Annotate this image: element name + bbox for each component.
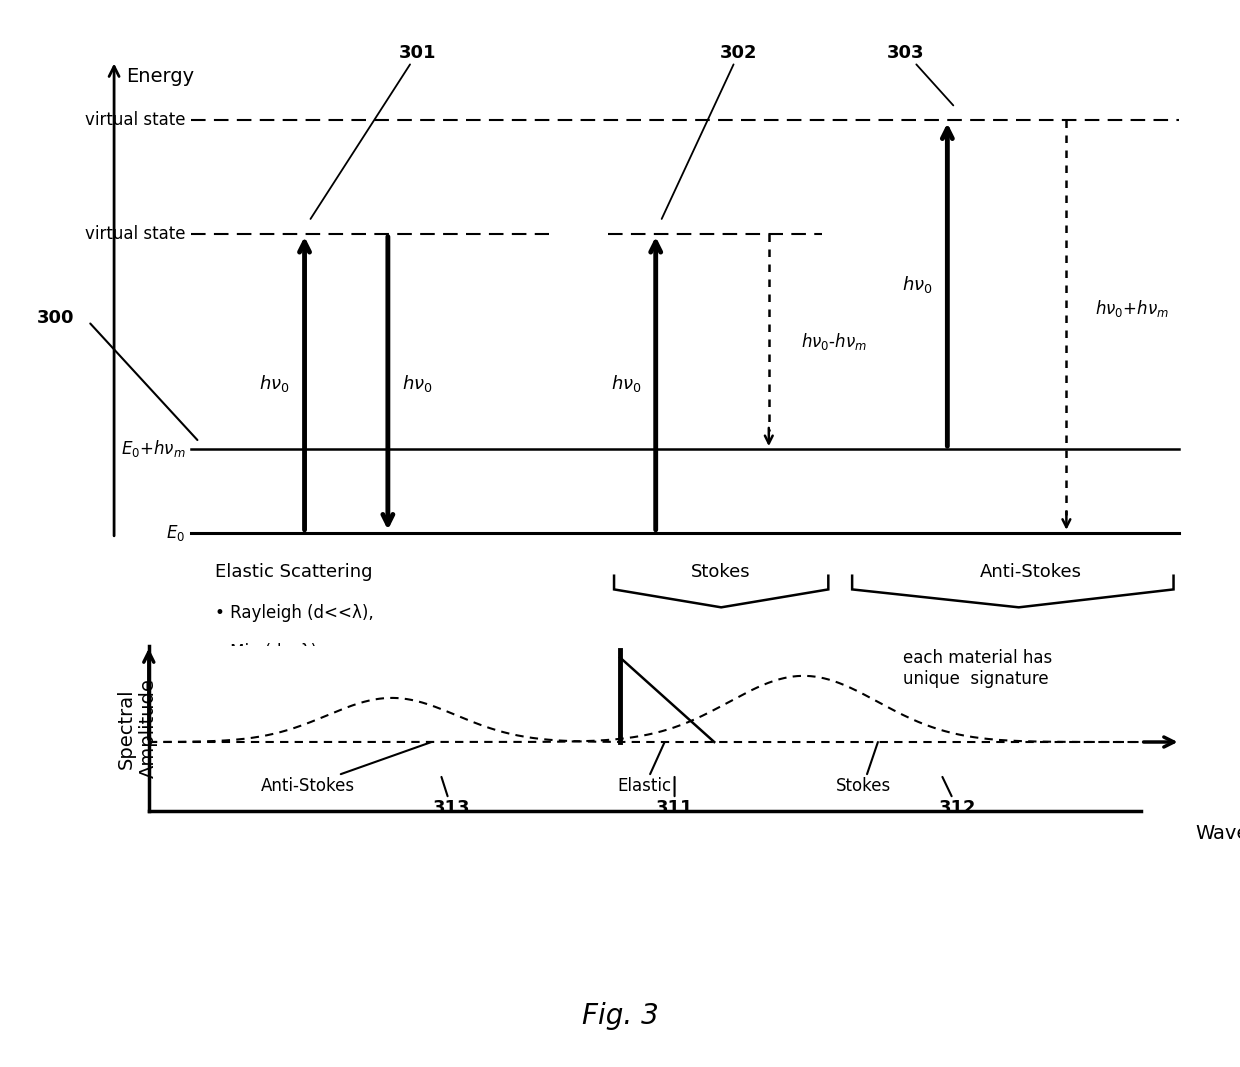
Text: 312: 312 — [939, 777, 976, 817]
Text: Energy: Energy — [126, 66, 195, 85]
Text: Stokes: Stokes — [692, 562, 751, 580]
Text: each material has
unique  signature: each material has unique signature — [903, 649, 1052, 687]
Text: $h\nu_0$: $h\nu_0$ — [903, 274, 932, 296]
Text: • Rayleigh (d<<λ),: • Rayleigh (d<<λ), — [216, 604, 374, 622]
Text: $E_0$+$h\nu_m$: $E_0$+$h\nu_m$ — [120, 439, 186, 460]
Text: $h\nu_0$-$h\nu_m$: $h\nu_0$-$h\nu_m$ — [801, 331, 867, 352]
Text: 302: 302 — [662, 44, 758, 219]
Text: Elastic: Elastic — [618, 742, 672, 795]
Text: $E_0$: $E_0$ — [166, 523, 186, 543]
Text: $h\nu_0$+$h\nu_m$: $h\nu_0$+$h\nu_m$ — [1095, 298, 1169, 319]
Text: Raman Scattering
(Inelastic): Raman Scattering (Inelastic) — [813, 664, 975, 703]
Y-axis label: Spectral
Amplitude: Spectral Amplitude — [118, 679, 159, 778]
Text: 313: 313 — [433, 777, 470, 817]
Text: • Geometric (d>>  λ): • Geometric (d>> λ) — [216, 682, 394, 700]
Text: Fig. 3: Fig. 3 — [582, 1002, 658, 1030]
Text: Stokes: Stokes — [836, 742, 890, 795]
Text: virtual state: virtual state — [86, 111, 186, 129]
Text: 303: 303 — [887, 44, 954, 106]
Text: $h\nu_0$: $h\nu_0$ — [610, 372, 641, 394]
Text: $h\nu_0$: $h\nu_0$ — [259, 372, 290, 394]
Text: 301: 301 — [310, 44, 436, 219]
Text: Anti-Stokes: Anti-Stokes — [980, 562, 1081, 580]
Text: Anti-Stokes: Anti-Stokes — [260, 742, 432, 795]
Text: 311: 311 — [656, 777, 693, 817]
Text: • Mie (d ~λ),: • Mie (d ~λ), — [216, 643, 322, 662]
Text: Wavelength: Wavelength — [1195, 824, 1240, 843]
Text: virtual state: virtual state — [86, 225, 186, 243]
Text: $h\nu_0$: $h\nu_0$ — [402, 372, 433, 394]
Text: Elastic Scattering: Elastic Scattering — [216, 562, 373, 580]
Text: 300: 300 — [37, 308, 74, 327]
